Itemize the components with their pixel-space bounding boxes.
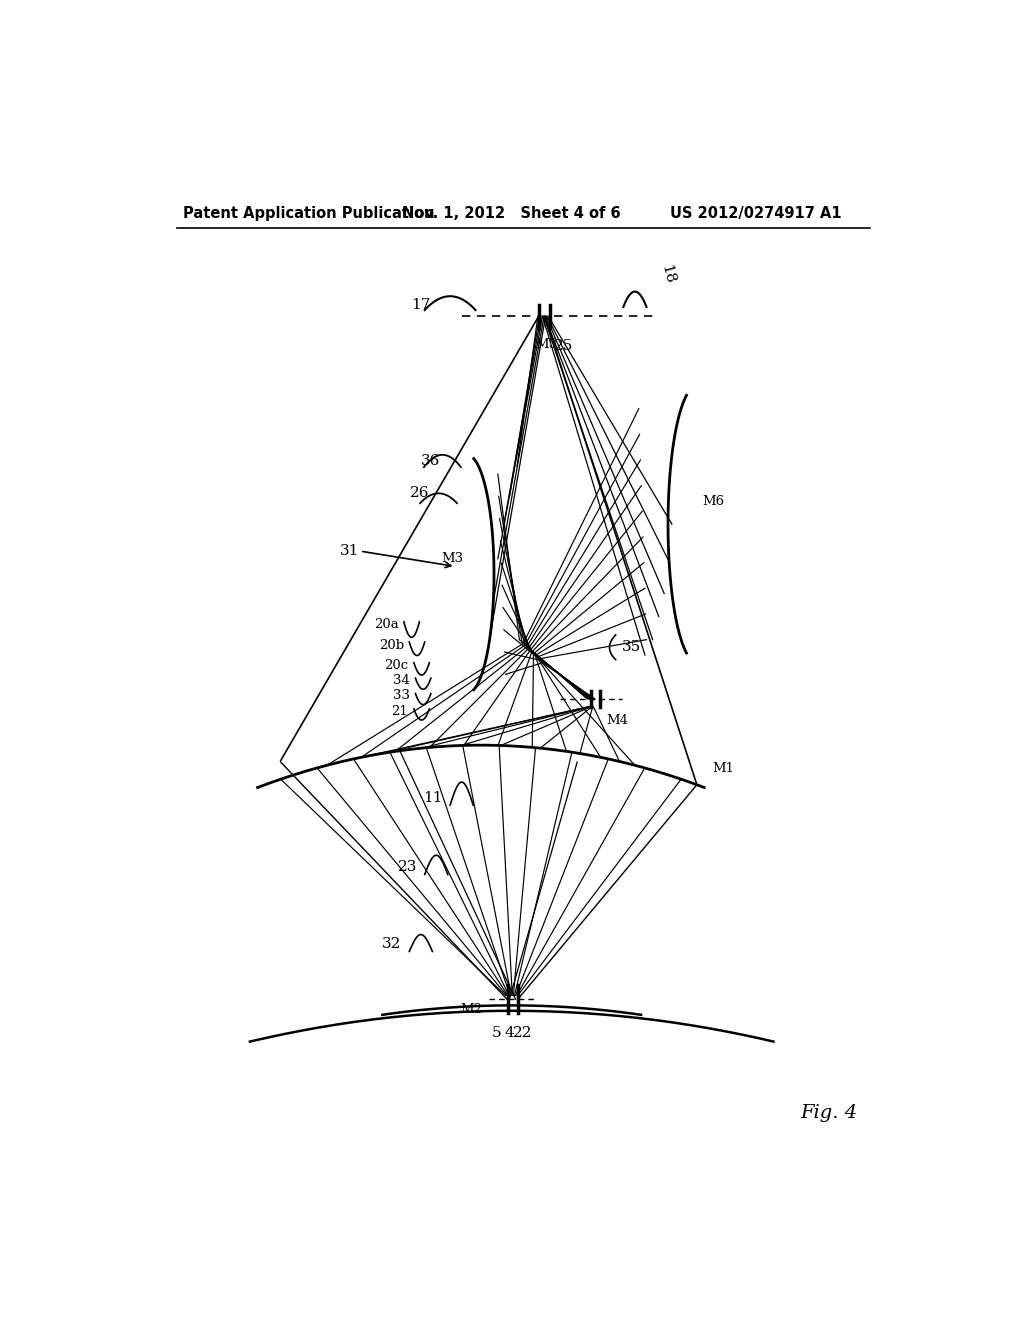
- Text: M3: M3: [441, 552, 463, 565]
- Text: 35: 35: [622, 640, 641, 655]
- Text: 23: 23: [397, 859, 417, 874]
- Text: Fig. 4: Fig. 4: [801, 1105, 857, 1122]
- Text: 22: 22: [513, 1026, 532, 1040]
- Text: 20c: 20c: [384, 659, 408, 672]
- Text: 17: 17: [412, 298, 431, 312]
- Text: 36: 36: [421, 454, 440, 469]
- Text: M5: M5: [535, 338, 557, 351]
- Text: 11: 11: [423, 791, 442, 804]
- Text: M2: M2: [461, 1003, 482, 1016]
- Text: 25: 25: [554, 339, 573, 354]
- Text: 18: 18: [658, 263, 677, 285]
- Text: 4: 4: [505, 1026, 514, 1040]
- Text: 31: 31: [340, 544, 359, 558]
- Text: Nov. 1, 2012   Sheet 4 of 6: Nov. 1, 2012 Sheet 4 of 6: [401, 206, 621, 222]
- Text: 5: 5: [492, 1026, 501, 1040]
- Text: US 2012/0274917 A1: US 2012/0274917 A1: [670, 206, 841, 222]
- Text: 26: 26: [410, 486, 429, 500]
- Text: M4: M4: [606, 714, 629, 727]
- Text: 20b: 20b: [379, 639, 403, 652]
- Text: 33: 33: [393, 689, 410, 702]
- Text: 34: 34: [393, 675, 410, 686]
- Text: M6: M6: [702, 495, 725, 508]
- Text: 21: 21: [391, 705, 408, 718]
- Text: 20a: 20a: [374, 618, 398, 631]
- Text: 32: 32: [382, 937, 401, 950]
- Text: Patent Application Publication: Patent Application Publication: [183, 206, 434, 222]
- Text: M1: M1: [712, 762, 734, 775]
